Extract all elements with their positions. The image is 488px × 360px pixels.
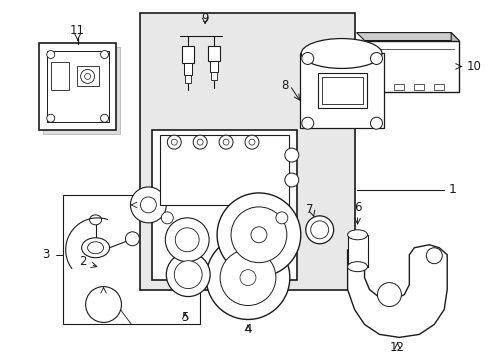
Bar	[185, 75, 191, 84]
Bar	[140, 13, 354, 289]
Ellipse shape	[81, 238, 109, 258]
Circle shape	[101, 50, 108, 58]
Bar	[210, 62, 218, 72]
Circle shape	[250, 227, 266, 243]
Circle shape	[426, 248, 441, 264]
Circle shape	[101, 114, 108, 122]
Circle shape	[175, 228, 199, 252]
Circle shape	[47, 114, 55, 122]
Polygon shape	[450, 32, 458, 92]
Ellipse shape	[347, 230, 367, 240]
Text: 3: 3	[42, 248, 49, 261]
Circle shape	[223, 139, 228, 145]
Text: 1: 1	[447, 184, 455, 197]
Text: 10: 10	[466, 60, 481, 73]
Circle shape	[370, 53, 382, 64]
Circle shape	[230, 207, 286, 263]
Text: 9: 9	[201, 12, 208, 25]
Bar	[39, 42, 116, 130]
Bar	[321, 77, 362, 104]
Circle shape	[220, 250, 275, 306]
Circle shape	[166, 253, 210, 297]
Bar	[160, 135, 288, 205]
Circle shape	[84, 73, 90, 80]
Bar	[152, 130, 296, 280]
Circle shape	[310, 221, 328, 239]
Circle shape	[285, 148, 298, 162]
Bar	[62, 195, 200, 324]
Circle shape	[171, 139, 177, 145]
Text: 11: 11	[70, 24, 85, 37]
Bar	[208, 45, 220, 62]
Circle shape	[377, 283, 401, 306]
Text: 8: 8	[281, 79, 288, 92]
Circle shape	[285, 173, 298, 187]
Circle shape	[305, 216, 333, 244]
Bar	[364, 41, 458, 92]
Circle shape	[370, 117, 382, 129]
Bar	[42, 46, 120, 134]
Polygon shape	[347, 245, 447, 337]
Circle shape	[244, 135, 259, 149]
Circle shape	[140, 197, 156, 213]
Bar	[299, 54, 384, 128]
Ellipse shape	[347, 262, 367, 272]
Circle shape	[219, 135, 233, 149]
Polygon shape	[356, 32, 458, 41]
Text: 12: 12	[389, 341, 404, 354]
Circle shape	[47, 50, 55, 58]
Circle shape	[81, 69, 94, 84]
Circle shape	[248, 139, 254, 145]
Text: 5: 5	[181, 311, 188, 324]
Bar	[47, 50, 108, 122]
Text: 4: 4	[244, 323, 251, 336]
Circle shape	[197, 139, 203, 145]
Bar	[433, 84, 443, 90]
Bar	[77, 67, 99, 86]
Bar	[374, 84, 384, 90]
Bar	[394, 84, 404, 90]
Circle shape	[275, 212, 287, 224]
Text: 2: 2	[79, 255, 86, 268]
Circle shape	[167, 135, 181, 149]
Text: 6: 6	[353, 201, 361, 215]
Bar	[51, 62, 68, 90]
Bar	[184, 63, 192, 75]
Circle shape	[240, 270, 255, 285]
Ellipse shape	[301, 39, 381, 68]
Circle shape	[85, 287, 121, 323]
Bar	[413, 84, 424, 90]
Circle shape	[301, 117, 313, 129]
Text: 7: 7	[305, 203, 313, 216]
Bar	[347, 235, 367, 267]
Circle shape	[193, 135, 207, 149]
Circle shape	[161, 212, 173, 224]
Bar	[182, 45, 194, 63]
Bar	[211, 72, 217, 80]
Bar	[317, 73, 366, 108]
Circle shape	[217, 193, 300, 276]
Ellipse shape	[87, 242, 103, 254]
Circle shape	[206, 236, 289, 319]
Circle shape	[125, 232, 139, 246]
Circle shape	[130, 187, 166, 223]
Ellipse shape	[89, 215, 102, 225]
Circle shape	[165, 218, 209, 262]
Circle shape	[301, 53, 313, 64]
Circle shape	[174, 261, 202, 289]
